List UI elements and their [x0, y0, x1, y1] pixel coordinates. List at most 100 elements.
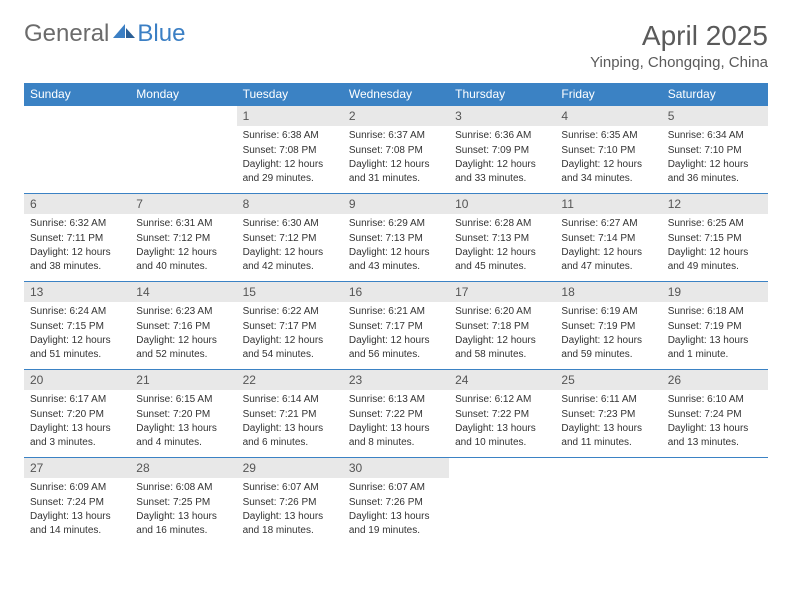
day-sunrise: Sunrise: 6:37 AM [349, 129, 443, 143]
day-sunrise: Sunrise: 6:22 AM [243, 305, 337, 319]
day-sunrise: Sunrise: 6:34 AM [668, 129, 762, 143]
logo-sail-icon [113, 22, 135, 38]
day-daylight: Daylight: 13 hours and 19 minutes. [349, 510, 443, 537]
day-number: 30 [343, 458, 449, 478]
day-sunrise: Sunrise: 6:10 AM [668, 393, 762, 407]
weekday-header: Friday [555, 83, 661, 106]
day-content: Sunrise: 6:12 AMSunset: 7:22 PMDaylight:… [449, 390, 555, 453]
day-content: Sunrise: 6:31 AMSunset: 7:12 PMDaylight:… [130, 214, 236, 277]
day-number: 28 [130, 458, 236, 478]
day-sunrise: Sunrise: 6:29 AM [349, 217, 443, 231]
calendar-day-cell: 16Sunrise: 6:21 AMSunset: 7:17 PMDayligh… [343, 282, 449, 370]
day-sunset: Sunset: 7:10 PM [668, 144, 762, 158]
day-daylight: Daylight: 12 hours and 33 minutes. [455, 158, 549, 185]
day-number: 17 [449, 282, 555, 302]
day-sunset: Sunset: 7:12 PM [136, 232, 230, 246]
day-sunrise: Sunrise: 6:14 AM [243, 393, 337, 407]
day-number: 8 [237, 194, 343, 214]
calendar-week-row: 27Sunrise: 6:09 AMSunset: 7:24 PMDayligh… [24, 458, 768, 546]
day-daylight: Daylight: 13 hours and 3 minutes. [30, 422, 124, 449]
day-sunset: Sunset: 7:20 PM [30, 408, 124, 422]
day-sunset: Sunset: 7:26 PM [243, 496, 337, 510]
calendar-week-row: 20Sunrise: 6:17 AMSunset: 7:20 PMDayligh… [24, 370, 768, 458]
calendar-day-cell: 22Sunrise: 6:14 AMSunset: 7:21 PMDayligh… [237, 370, 343, 458]
day-daylight: Daylight: 12 hours and 43 minutes. [349, 246, 443, 273]
day-sunset: Sunset: 7:09 PM [455, 144, 549, 158]
day-number: 27 [24, 458, 130, 478]
day-sunset: Sunset: 7:20 PM [136, 408, 230, 422]
weekday-header: Thursday [449, 83, 555, 106]
day-daylight: Daylight: 13 hours and 14 minutes. [30, 510, 124, 537]
day-sunrise: Sunrise: 6:21 AM [349, 305, 443, 319]
day-sunrise: Sunrise: 6:38 AM [243, 129, 337, 143]
day-number: 21 [130, 370, 236, 390]
calendar-day-cell: 7Sunrise: 6:31 AMSunset: 7:12 PMDaylight… [130, 194, 236, 282]
day-sunrise: Sunrise: 6:28 AM [455, 217, 549, 231]
calendar-week-row: 13Sunrise: 6:24 AMSunset: 7:15 PMDayligh… [24, 282, 768, 370]
day-daylight: Daylight: 13 hours and 6 minutes. [243, 422, 337, 449]
day-sunrise: Sunrise: 6:15 AM [136, 393, 230, 407]
day-number: 2 [343, 106, 449, 126]
weekday-header: Monday [130, 83, 236, 106]
day-sunset: Sunset: 7:19 PM [668, 320, 762, 334]
calendar-body: ..1Sunrise: 6:38 AMSunset: 7:08 PMDaylig… [24, 106, 768, 546]
day-daylight: Daylight: 12 hours and 38 minutes. [30, 246, 124, 273]
logo-text-general: General [24, 20, 109, 48]
calendar-day-cell: 27Sunrise: 6:09 AMSunset: 7:24 PMDayligh… [24, 458, 130, 546]
calendar-day-cell: . [449, 458, 555, 546]
day-number: 5 [662, 106, 768, 126]
day-number: 26 [662, 370, 768, 390]
calendar-day-cell: 18Sunrise: 6:19 AMSunset: 7:19 PMDayligh… [555, 282, 661, 370]
calendar-day-cell: 11Sunrise: 6:27 AMSunset: 7:14 PMDayligh… [555, 194, 661, 282]
day-number: 20 [24, 370, 130, 390]
day-sunrise: Sunrise: 6:07 AM [243, 481, 337, 495]
day-content: Sunrise: 6:14 AMSunset: 7:21 PMDaylight:… [237, 390, 343, 453]
title-block: April 2025 Yinping, Chongqing, China [590, 20, 768, 71]
day-number: 15 [237, 282, 343, 302]
day-content: Sunrise: 6:28 AMSunset: 7:13 PMDaylight:… [449, 214, 555, 277]
calendar-day-cell: 26 Sunrise: 6:10 AMSunset: 7:24 PMDayligh… [662, 370, 768, 458]
day-sunrise: Sunrise: 6:11 AM [561, 393, 655, 407]
day-content: Sunrise: 6:15 AMSunset: 7:20 PMDaylight:… [130, 390, 236, 453]
day-sunrise: Sunrise: 6:13 AM [349, 393, 443, 407]
day-daylight: Daylight: 12 hours and 45 minutes. [455, 246, 549, 273]
day-number: 10 [449, 194, 555, 214]
calendar-day-cell: 17Sunrise: 6:20 AMSunset: 7:18 PMDayligh… [449, 282, 555, 370]
day-daylight: Daylight: 12 hours and 42 minutes. [243, 246, 337, 273]
calendar-day-cell: . [130, 106, 236, 194]
day-content: Sunrise: 6:21 AMSunset: 7:17 PMDaylight:… [343, 302, 449, 365]
day-daylight: Daylight: 13 hours and 13 minutes. [668, 422, 762, 449]
day-sunset: Sunset: 7:22 PM [455, 408, 549, 422]
day-daylight: Daylight: 12 hours and 29 minutes. [243, 158, 337, 185]
day-sunrise: Sunrise: 6:30 AM [243, 217, 337, 231]
day-content: Sunrise: 6:20 AMSunset: 7:18 PMDaylight:… [449, 302, 555, 365]
day-sunrise: Sunrise: 6:23 AM [136, 305, 230, 319]
calendar-day-cell: 13Sunrise: 6:24 AMSunset: 7:15 PMDayligh… [24, 282, 130, 370]
day-sunset: Sunset: 7:19 PM [561, 320, 655, 334]
calendar-day-cell: 4Sunrise: 6:35 AMSunset: 7:10 PMDaylight… [555, 106, 661, 194]
calendar-day-cell: 19Sunrise: 6:18 AMSunset: 7:19 PMDayligh… [662, 282, 768, 370]
day-content: Sunrise: 6:25 AMSunset: 7:15 PMDaylight:… [662, 214, 768, 277]
day-sunset: Sunset: 7:08 PM [243, 144, 337, 158]
day-daylight: Daylight: 12 hours and 58 minutes. [455, 334, 549, 361]
day-number: 11 [555, 194, 661, 214]
day-content: Sunrise: 6:24 AMSunset: 7:15 PMDaylight:… [24, 302, 130, 365]
day-number: 22 [237, 370, 343, 390]
calendar-day-cell: 1Sunrise: 6:38 AMSunset: 7:08 PMDaylight… [237, 106, 343, 194]
day-sunset: Sunset: 7:24 PM [668, 408, 762, 422]
day-sunrise: Sunrise: 6:12 AM [455, 393, 549, 407]
day-sunrise: Sunrise: 6:20 AM [455, 305, 549, 319]
day-sunrise: Sunrise: 6:36 AM [455, 129, 549, 143]
calendar-day-cell: 24Sunrise: 6:12 AMSunset: 7:22 PMDayligh… [449, 370, 555, 458]
day-daylight: Daylight: 13 hours and 18 minutes. [243, 510, 337, 537]
day-sunrise: Sunrise: 6:24 AM [30, 305, 124, 319]
day-content: Sunrise: 6:08 AMSunset: 7:25 PMDaylight:… [130, 478, 236, 541]
day-content: Sunrise: 6:19 AMSunset: 7:19 PMDaylight:… [555, 302, 661, 365]
day-daylight: Daylight: 12 hours and 31 minutes. [349, 158, 443, 185]
day-sunset: Sunset: 7:21 PM [243, 408, 337, 422]
day-number: 6 [24, 194, 130, 214]
day-daylight: Daylight: 12 hours and 49 minutes. [668, 246, 762, 273]
day-number: 18 [555, 282, 661, 302]
day-number: 7 [130, 194, 236, 214]
day-daylight: Daylight: 12 hours and 47 minutes. [561, 246, 655, 273]
